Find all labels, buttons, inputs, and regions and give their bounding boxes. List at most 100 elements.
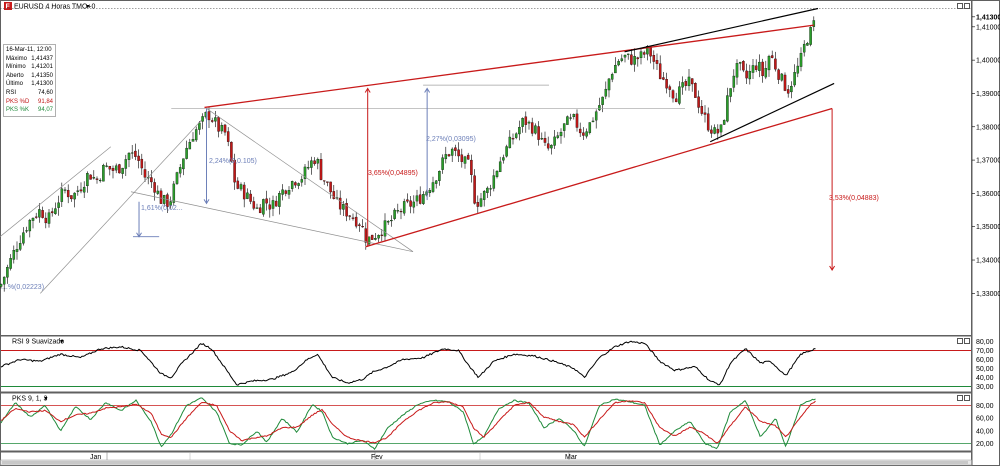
rsi-panel-maximize-button[interactable] [964, 338, 970, 344]
candle-body [351, 217, 355, 219]
pks-k-line [0, 397, 816, 451]
candle-body [770, 55, 774, 58]
info-label: Aberto [6, 72, 24, 79]
candle-body [476, 202, 480, 207]
candle-body [607, 78, 611, 91]
channel-line-falling-lower[interactable] [130, 191, 414, 253]
candle-body [150, 177, 153, 183]
candle-body [214, 117, 217, 122]
info-datetime: 16-Mar-11, 12:00 [6, 47, 52, 53]
month-separators [106, 452, 570, 460]
pks-panel-maximize-button[interactable] [964, 395, 970, 401]
candle-body [537, 126, 540, 140]
symbol-badge[interactable] [4, 2, 12, 10]
candle-body [105, 165, 108, 167]
rsi-settings-icon[interactable]: ▾ [60, 339, 64, 346]
candle-body [319, 159, 323, 180]
candle-body [742, 61, 745, 71]
candle-body [374, 237, 377, 240]
info-value: 1,41300 [31, 81, 53, 88]
trendline-drawings [0, 7, 836, 294]
candle-body [748, 71, 752, 80]
candle-body [546, 143, 550, 149]
channel-line-left[interactable] [0, 146, 112, 237]
candle-body [326, 181, 329, 183]
candle-body [367, 236, 371, 245]
candle-body [239, 184, 243, 190]
candle-body [550, 144, 553, 149]
rsi-axis-label: 30,00 [976, 384, 994, 391]
candle-body [66, 189, 70, 198]
candle-body [9, 258, 12, 269]
candle-body [409, 200, 412, 207]
price-tick-label: 1,41000 [976, 24, 1000, 31]
candle-body [76, 190, 80, 192]
candle-body [134, 150, 137, 157]
candle-body [415, 195, 419, 202]
candle-body [642, 52, 646, 55]
candle-body [454, 147, 457, 151]
price-tick-label: 1,40000 [976, 58, 1000, 65]
candle-body [534, 125, 537, 134]
candle-body [12, 250, 16, 260]
wedge-lower-line[interactable] [365, 107, 833, 248]
candle-body [342, 204, 345, 210]
candle-body [294, 182, 297, 186]
candle-body [719, 124, 723, 133]
candle-body [665, 79, 668, 89]
wedge-upper-line[interactable] [204, 24, 815, 109]
candle-body [591, 120, 595, 122]
price-panel-minimize-button[interactable] [957, 3, 963, 9]
month-label-fev: Fev [371, 454, 383, 461]
pks-panel-minimize-button[interactable] [957, 395, 963, 401]
wedge-black-upper-line[interactable] [624, 7, 819, 53]
channel-line-falling[interactable] [206, 108, 414, 252]
rsi-line [0, 340, 816, 386]
candle-body [422, 194, 425, 204]
info-label: PKS %D [6, 98, 30, 105]
candle-body [348, 215, 352, 217]
candle-body [623, 54, 627, 58]
info-row-low: Mínimo 1,41201 [6, 63, 53, 72]
candle-body [338, 197, 342, 210]
candle-body [361, 226, 364, 228]
chart-title-dropdown-icon[interactable]: ▾ [86, 4, 90, 11]
measure-label-1: 1,61%(0,02... [141, 205, 183, 212]
wedge-black-lower-line[interactable] [709, 82, 835, 143]
candle-body [329, 181, 332, 193]
candle-body [774, 58, 777, 70]
pks-settings-icon[interactable]: ▾ [44, 396, 48, 403]
channel-line-left-lower[interactable] [40, 119, 202, 294]
candle-body [790, 85, 793, 93]
candle-body [399, 211, 403, 213]
candle-body [786, 89, 790, 94]
candle-body [178, 167, 182, 174]
candle-body [143, 169, 147, 178]
candle-body [236, 180, 240, 189]
candle-body [604, 88, 608, 97]
candle-body [473, 175, 476, 204]
candle-body [41, 210, 44, 218]
candle-body [668, 86, 672, 90]
candle-body [217, 117, 220, 132]
candle-body [223, 124, 227, 133]
candle-body [777, 69, 780, 80]
candle-body [169, 201, 172, 206]
candle-body [524, 116, 528, 125]
candle-body [562, 123, 566, 131]
candle-body [306, 167, 310, 169]
price-axis-panel [971, 0, 1000, 466]
candle-body [457, 149, 460, 157]
candle-body [54, 208, 57, 214]
candle-body [233, 159, 236, 183]
measure-label-3: 3,65%(0,04895) [368, 170, 418, 177]
time-scrollbar-thumb[interactable] [2, 461, 968, 464]
price-panel-maximize-button[interactable] [964, 3, 970, 9]
candle-body [86, 173, 89, 187]
info-value: 1,41201 [31, 64, 53, 71]
candle-body [322, 180, 326, 182]
rsi-panel-minimize-button[interactable] [957, 338, 963, 344]
candle-body [543, 138, 547, 143]
candle-body [34, 216, 38, 218]
